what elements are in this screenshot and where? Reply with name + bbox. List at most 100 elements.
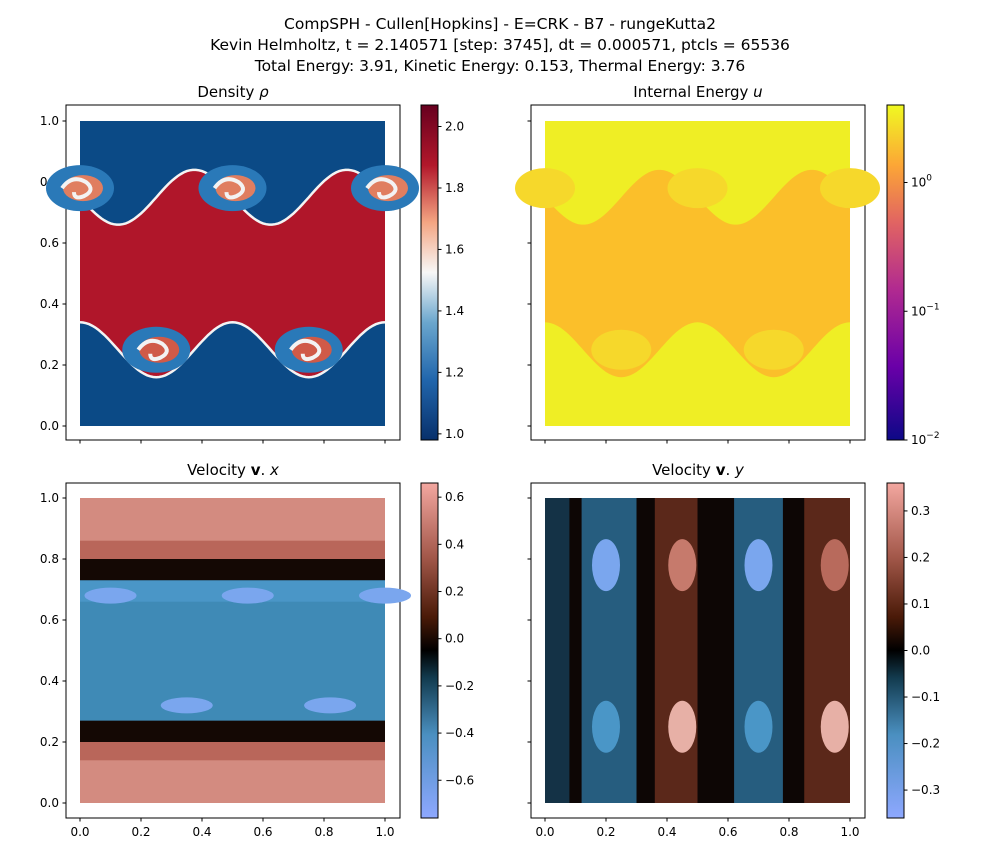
title-component: y xyxy=(730,461,745,479)
tick-base: 10 xyxy=(911,304,926,318)
colorbar-tick-label: 1.0 xyxy=(445,427,464,441)
colorbar-tick-label: 1.4 xyxy=(445,304,464,318)
vx-jet-bottom xyxy=(304,697,357,714)
colorbar-tick-label: −0.3 xyxy=(911,783,940,797)
figure-title-line3: Total Energy: 3.91, Kinetic Energy: 0.15… xyxy=(254,57,746,75)
vy-negative-lobe xyxy=(592,539,620,592)
colorbar-fill xyxy=(886,482,905,819)
heatmap-2 xyxy=(515,121,880,426)
title-dot: . xyxy=(725,461,730,479)
axes-frame xyxy=(530,104,866,441)
x-tick-label: 1.0 xyxy=(840,825,859,839)
density-vortex-bottom-arm xyxy=(136,338,169,362)
title-text: Velocity xyxy=(187,461,251,479)
vy-column xyxy=(545,498,570,803)
y-tick-label: 1.0 xyxy=(40,491,59,505)
title-text: Density xyxy=(197,83,259,101)
colorbar-4: −0.3 −0.2 −0.1 0.0 0.1 0.2 0.3 xyxy=(886,482,940,819)
y-tick-label: 0.2 xyxy=(40,735,59,749)
vx-upper-shear xyxy=(80,559,385,581)
x-tick-label: 0.2 xyxy=(131,825,150,839)
vy-positive-lobe xyxy=(668,700,697,753)
colorbar-tick-label: 0.0 xyxy=(445,632,464,646)
vy-positive-lobe xyxy=(820,700,849,753)
y-tick-label: 0.4 xyxy=(40,674,59,688)
y-tick-label: 0.6 xyxy=(40,613,59,627)
panel-title-3: Velocity v. x xyxy=(187,461,279,479)
title-symbol: u xyxy=(753,83,763,101)
y-tick-label: 0.0 xyxy=(40,419,59,433)
tick-base: 10 xyxy=(911,176,926,190)
density-vortex-top-arm xyxy=(60,177,93,200)
colorbar-tick-label: 10−2 xyxy=(911,431,940,447)
y-tick-label: 1.0 xyxy=(40,114,59,128)
axes-2 xyxy=(527,104,866,444)
energy-inner-band xyxy=(545,169,850,378)
colorbar-3: −0.6 −0.4 −0.2 0.0 0.2 0.4 0.6 xyxy=(420,482,474,819)
energy-vortex-top xyxy=(667,168,728,209)
panel-title-4: Velocity v. y xyxy=(652,461,745,479)
title-symbol: v xyxy=(251,461,261,479)
panel-title-2: Internal Energy u xyxy=(633,83,762,101)
density-vortex-top-arm xyxy=(365,177,398,200)
x-tick-label: 0.6 xyxy=(253,825,272,839)
colorbar-fill xyxy=(420,104,439,441)
title-component: x xyxy=(265,461,279,479)
x-tick-label: 1.0 xyxy=(375,825,394,839)
x-tick-label: 0.8 xyxy=(779,825,798,839)
axes-4: 0.0 0.2 0.4 0.6 0.8 1.0 xyxy=(527,482,866,839)
density-inner-band xyxy=(80,169,385,378)
tick-base: 10 xyxy=(911,433,926,447)
colorbar-tick-label: −0.1 xyxy=(911,690,940,704)
vx-jet-top xyxy=(84,587,137,604)
title-symbol: v xyxy=(716,461,726,479)
density-vortex-bottom-arm xyxy=(289,338,322,362)
density-vortex-top-arm xyxy=(212,177,245,200)
y-tick-label: 0.0 xyxy=(40,796,59,810)
x-tick-label: 0.0 xyxy=(70,825,89,839)
figure-title-line1: CompSPH - Cullen[Hopkins] - E=CRK - B7 -… xyxy=(284,15,716,33)
colorbar-tick-label: 0.2 xyxy=(445,585,464,599)
title-symbol: ρ xyxy=(259,83,269,101)
energy-vortex-bottom xyxy=(743,329,804,370)
y-tick-label: 0.6 xyxy=(40,236,59,250)
axes-frame xyxy=(65,104,401,441)
colorbar-tick-label: 10−1 xyxy=(911,302,940,318)
vx-bottom-light xyxy=(80,760,385,803)
heatmap-4 xyxy=(545,498,850,803)
tick-exponent: −2 xyxy=(926,431,939,441)
tick-exponent: 0 xyxy=(926,174,932,184)
vx-jet-top xyxy=(359,587,411,604)
title-dot: . xyxy=(260,461,265,479)
colorbar-tick-label: 0.6 xyxy=(445,490,464,504)
colorbar-tick-label: 100 xyxy=(911,174,932,190)
colorbar-tick-label: 1.8 xyxy=(445,181,464,195)
title-text: Internal Energy xyxy=(633,83,753,101)
colorbar-tick-label: 2.0 xyxy=(445,120,464,134)
colorbar-tick-label: −0.2 xyxy=(445,679,474,693)
colorbar-tick-label: 1.2 xyxy=(445,365,464,379)
axes-3: 0.0 0.0 0.2 0.2 0.4 0.4 0.6 0.6 0.8 0.8 1.0 1.0 xyxy=(40,482,401,839)
y-tick-label: 0.2 xyxy=(40,358,59,372)
vy-negative-lobe xyxy=(744,700,773,753)
vy-negative-lobe xyxy=(744,539,773,592)
vx-lower-shear xyxy=(80,720,385,742)
colorbar-tick-label: −0.4 xyxy=(445,726,474,740)
x-tick-label: 0.2 xyxy=(596,825,615,839)
vy-positive-lobe xyxy=(668,539,697,592)
colorbar-1: 1.0 1.2 1.4 1.6 1.8 2.0 xyxy=(420,104,464,441)
vx-jet-top xyxy=(221,587,274,604)
axes-frame xyxy=(65,482,401,819)
colorbar-tick-label: 0.3 xyxy=(911,504,930,518)
colorbar-tick-label: 0.0 xyxy=(911,644,930,658)
colorbar-fill xyxy=(420,482,439,819)
energy-vortex-bottom xyxy=(591,329,652,370)
energy-vortex-top xyxy=(515,168,575,209)
colorbar-tick-label: 0.2 xyxy=(911,550,930,564)
vy-negative-lobe xyxy=(592,700,620,753)
vy-positive-lobe xyxy=(820,539,849,592)
heatmap-1 xyxy=(46,121,419,426)
figure-title-line2: Kevin Helmholtz, t = 2.140571 [step: 374… xyxy=(210,36,790,54)
